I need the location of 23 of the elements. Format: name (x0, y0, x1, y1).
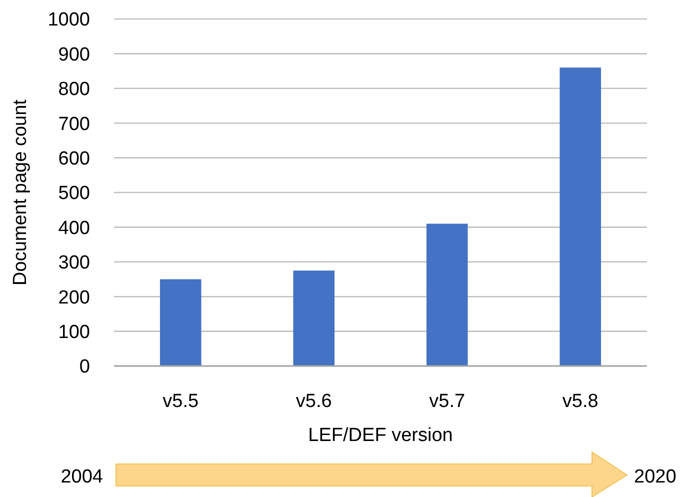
bar (426, 224, 468, 366)
y-tick-label: 1000 (48, 10, 90, 31)
bar (160, 279, 202, 366)
y-tick-label: 500 (58, 183, 90, 204)
y-tick-label: 800 (58, 79, 90, 100)
y-tick-label: 100 (58, 322, 90, 343)
x-tick-label: v5.7 (429, 391, 466, 412)
y-axis-title: Document page count (10, 98, 31, 286)
x-tick-label: v5.6 (296, 391, 332, 412)
y-tick-label: 600 (58, 148, 90, 170)
y-tick-label: 900 (58, 44, 90, 66)
y-tick-label: 700 (58, 114, 90, 135)
y-tick-label: 400 (58, 218, 90, 239)
y-tick-label: 0 (79, 356, 90, 378)
text: 2020 (634, 466, 676, 488)
x-tick-label: v5.8 (562, 391, 598, 412)
text: 2004 (60, 466, 104, 488)
x-axis-title: LEF/DEF version (308, 425, 453, 446)
x-tick-label: v5.5 (162, 391, 199, 412)
y-tick-label: 300 (58, 252, 90, 274)
y-tick-label: 200 (58, 287, 90, 308)
bar (560, 68, 602, 366)
bar (293, 270, 335, 366)
